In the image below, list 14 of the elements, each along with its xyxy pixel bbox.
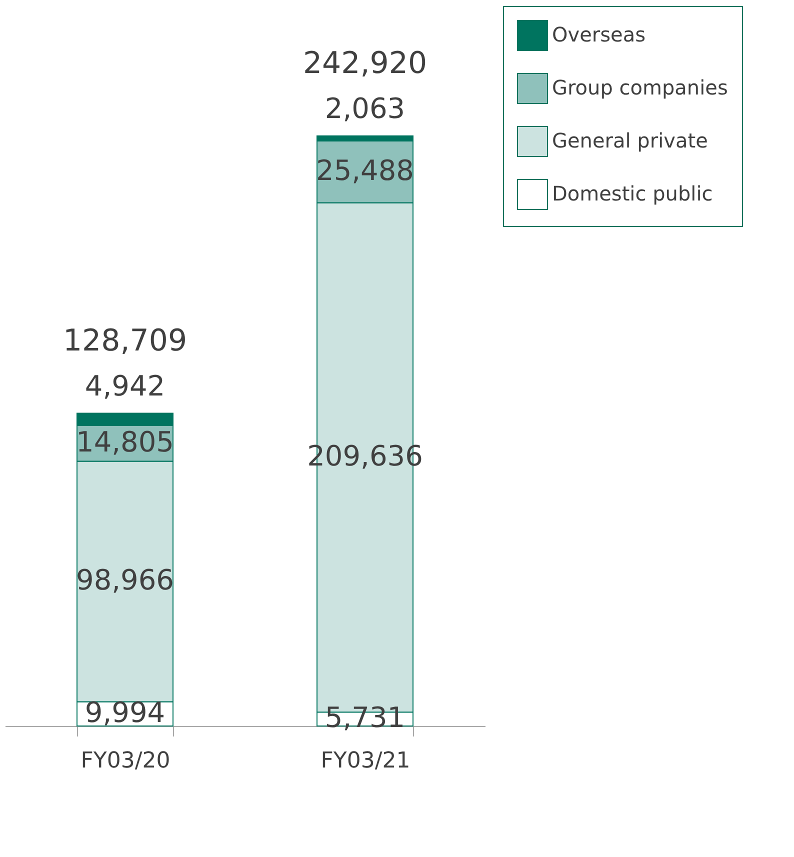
data-label: 25,488 xyxy=(316,154,414,187)
data-label: 14,805 xyxy=(76,425,174,458)
legend-label: General private xyxy=(552,128,708,152)
legend-label: Overseas xyxy=(552,22,646,46)
legend-label: Group companies xyxy=(552,76,728,100)
data-label: 9,994 xyxy=(84,696,166,729)
total-label: 242,920 xyxy=(302,46,428,81)
data-label: 4,942 xyxy=(84,369,166,402)
legend-label: Domestic public xyxy=(552,182,713,206)
data-label: 2,063 xyxy=(324,92,406,125)
data-label: 98,966 xyxy=(76,564,174,596)
total-label: 128,709 xyxy=(62,323,188,358)
x-tick-label: FY03/20 xyxy=(80,748,170,774)
x-tick-label: FY03/21 xyxy=(320,748,410,774)
